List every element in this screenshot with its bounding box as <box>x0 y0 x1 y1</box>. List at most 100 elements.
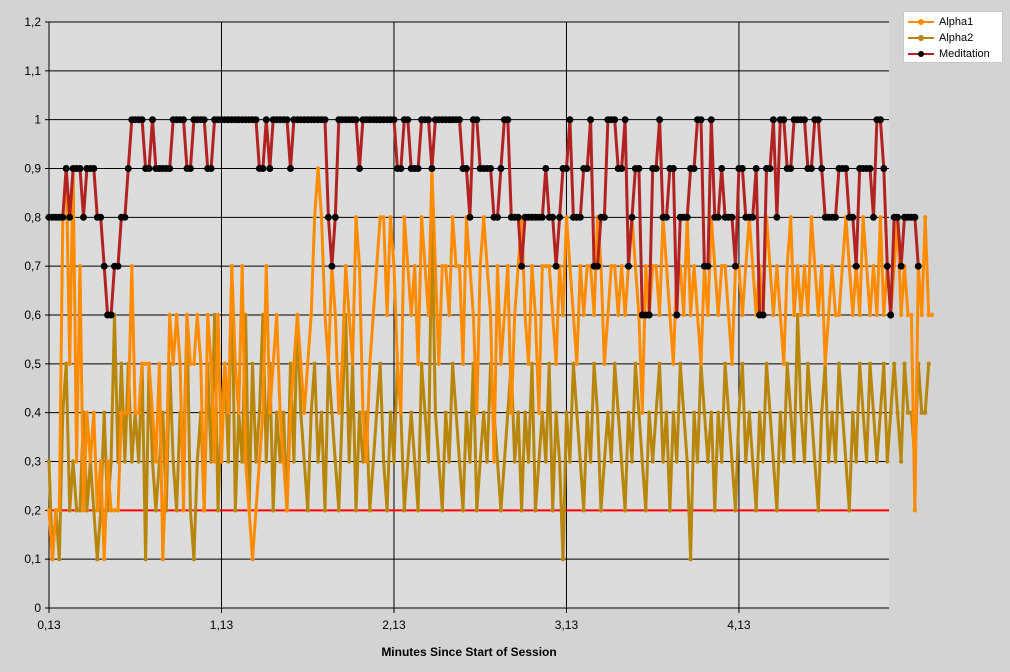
data-point-alpha2 <box>895 410 900 415</box>
data-point-alpha2 <box>526 459 531 464</box>
data-point-alpha2 <box>381 459 386 464</box>
data-point-meditation <box>287 165 294 172</box>
y-tick-label: 0,5 <box>24 357 41 371</box>
y-tick-label: 1,1 <box>24 64 41 78</box>
data-point-alpha1 <box>826 312 831 318</box>
data-point-alpha2 <box>171 459 176 464</box>
data-point-alpha2 <box>322 508 328 513</box>
data-point-alpha2 <box>664 410 669 415</box>
data-point-alpha1 <box>398 410 404 415</box>
data-point-meditation <box>583 165 591 172</box>
data-point-alpha2 <box>91 508 97 513</box>
data-point-alpha2 <box>129 459 134 464</box>
data-point-meditation <box>849 213 857 221</box>
data-point-alpha1 <box>585 264 590 269</box>
data-point-alpha2 <box>84 508 90 513</box>
data-point-alpha1 <box>246 508 252 513</box>
data-point-alpha1 <box>681 312 686 318</box>
data-point-alpha2 <box>536 459 542 464</box>
data-point-alpha1 <box>488 312 493 318</box>
data-point-alpha1 <box>326 361 331 366</box>
data-point-alpha2 <box>433 410 438 415</box>
data-point-alpha2 <box>453 410 459 415</box>
data-point-alpha1 <box>833 312 838 318</box>
data-point-alpha2 <box>309 410 314 415</box>
data-point-alpha1 <box>926 312 931 318</box>
data-point-alpha1 <box>146 361 152 366</box>
data-point-alpha2 <box>923 410 928 415</box>
data-point-meditation <box>262 116 270 124</box>
data-point-alpha2 <box>405 459 410 464</box>
data-point-alpha1 <box>391 264 397 269</box>
data-point-alpha1 <box>77 264 83 269</box>
data-point-meditation <box>600 213 608 221</box>
data-point-meditation <box>494 213 501 221</box>
data-point-alpha1 <box>529 264 535 269</box>
data-point-alpha1 <box>336 410 341 415</box>
x-tick-label: 4,13 <box>727 618 751 632</box>
data-point-meditation <box>883 262 891 270</box>
data-point-alpha1 <box>729 361 735 366</box>
data-point-alpha2 <box>805 361 811 366</box>
data-point-alpha1 <box>564 215 569 220</box>
data-point-alpha2 <box>208 459 214 464</box>
data-point-alpha1 <box>712 264 717 269</box>
data-point-alpha2 <box>519 508 524 513</box>
tick-labels: 0 0,1 0,2 0,3 0,4 0,5 0,6 0,7 0,8 0,9 1 1,1 1,2 0,13 1… <box>24 15 751 632</box>
data-point-meditation <box>780 116 788 124</box>
data-point-alpha2 <box>709 410 714 415</box>
data-point-alpha1 <box>233 361 238 366</box>
data-point-alpha1 <box>388 215 393 220</box>
data-point-meditation <box>566 116 574 124</box>
data-point-alpha2 <box>543 459 548 464</box>
data-point-alpha2 <box>685 459 690 464</box>
data-point-alpha1 <box>81 508 86 513</box>
data-point-alpha1 <box>219 459 224 464</box>
data-point-alpha1 <box>878 215 883 220</box>
data-point-meditation <box>618 165 626 172</box>
data-point-alpha1 <box>436 361 441 366</box>
legend-label-meditation: Meditation <box>939 48 990 60</box>
y-tick-label: 0,9 <box>24 162 41 176</box>
data-point-meditation <box>714 213 722 221</box>
data-point-alpha2 <box>315 459 321 464</box>
data-point-alpha1 <box>340 361 345 366</box>
data-point-alpha1 <box>553 361 559 366</box>
data-point-alpha1 <box>474 410 479 415</box>
data-point-meditation <box>549 213 557 221</box>
data-point-alpha2 <box>657 361 662 366</box>
data-point-alpha1 <box>302 410 307 415</box>
data-point-alpha2 <box>653 410 659 415</box>
legend-swatch-alpha1 <box>907 14 935 30</box>
data-point-alpha2 <box>226 459 231 464</box>
data-point-meditation <box>200 116 208 124</box>
legend-item-alpha2: Alpha2 <box>907 30 1002 46</box>
y-tick-label: 0,3 <box>24 455 41 469</box>
data-point-alpha1 <box>208 361 214 366</box>
legend-swatch-meditation <box>907 46 935 62</box>
y-tick-label: 1 <box>34 113 41 127</box>
data-point-alpha1 <box>836 312 842 318</box>
data-point-alpha1 <box>198 361 203 366</box>
data-point-meditation <box>138 116 146 124</box>
data-point-alpha1 <box>923 215 928 220</box>
data-point-alpha1 <box>750 264 755 269</box>
data-point-alpha2 <box>478 459 483 464</box>
data-point-meditation <box>114 262 122 270</box>
data-point-meditation <box>428 165 436 172</box>
data-point-alpha1 <box>167 312 172 318</box>
data-point-alpha1 <box>119 410 124 415</box>
data-point-meditation <box>473 116 481 124</box>
data-point-alpha2 <box>74 508 79 513</box>
data-point-meditation <box>90 165 98 172</box>
data-point-alpha2 <box>440 508 445 513</box>
data-point-meditation <box>80 213 87 221</box>
data-point-alpha2 <box>264 459 269 464</box>
data-point-alpha2 <box>847 508 852 513</box>
data-point-alpha1 <box>136 410 141 415</box>
data-point-alpha2 <box>516 410 521 415</box>
y-tick-label: 0,8 <box>24 210 41 224</box>
data-point-alpha2 <box>705 459 711 464</box>
data-point-alpha2 <box>212 312 217 318</box>
data-point-alpha2 <box>764 361 769 366</box>
